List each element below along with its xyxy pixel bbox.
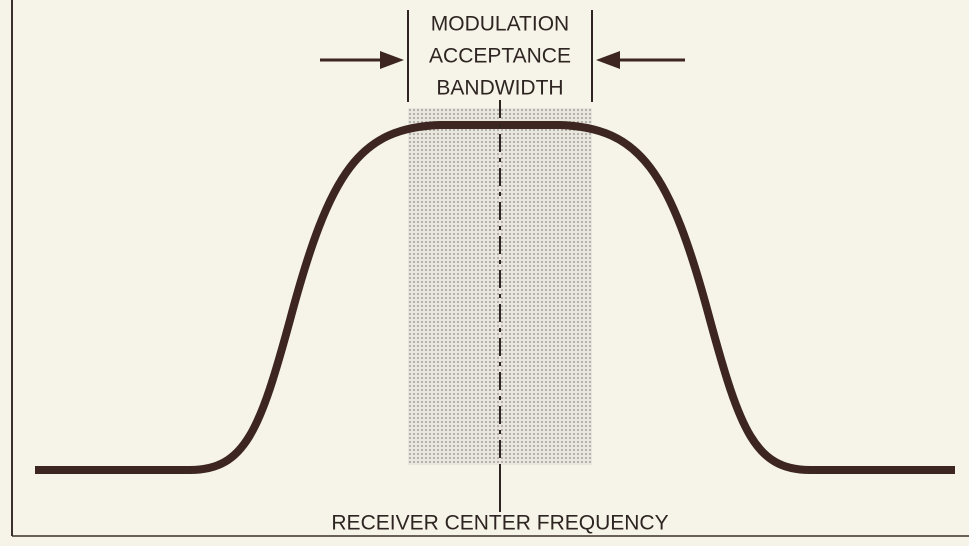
center-frequency-label: RECEIVER CENTER FREQUENCY xyxy=(331,512,668,535)
arrow-left-head xyxy=(380,51,404,69)
bandwidth-label: ACCEPTANCE xyxy=(429,45,571,68)
bandwidth-label: MODULATION xyxy=(431,13,569,36)
arrow-right-head xyxy=(596,51,620,69)
bandwidth-label: BANDWIDTH xyxy=(436,77,563,100)
